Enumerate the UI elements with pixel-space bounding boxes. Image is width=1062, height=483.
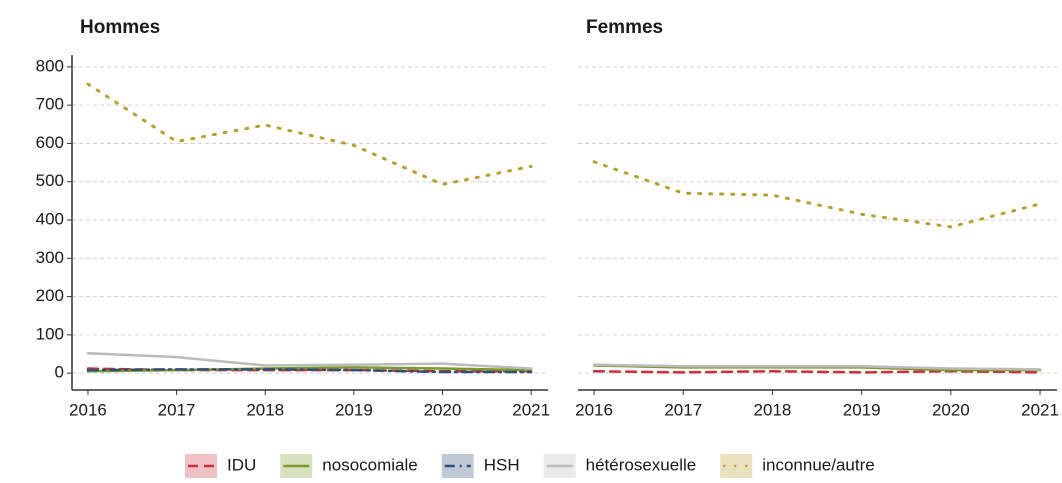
x-tick-label: 2021 [512,400,550,419]
series-line [592,369,1042,374]
x-tick-label: 2018 [754,400,792,419]
panel-title: Femmes [586,17,663,38]
legend-label: HSH [484,455,520,474]
series-line [86,351,533,370]
y-tick-label: 800 [36,56,64,75]
x-tick-label: 2017 [664,400,702,419]
y-tick-label: 400 [36,209,64,228]
x-tick-label: 2020 [932,400,970,419]
y-tick-label: 500 [36,171,64,190]
y-tick-label: 300 [36,248,64,267]
x-tick-label: 2020 [424,400,462,419]
legend-label: inconnue/autre [762,455,874,474]
legend-label: IDU [227,455,256,474]
x-tick-label: 2016 [575,400,613,419]
y-tick-label: 700 [36,95,64,114]
y-tick-label: 600 [36,133,64,152]
legend-label: hétérosexuelle [586,455,697,474]
y-tick-label: 0 [55,363,64,382]
x-tick-label: 2021 [1021,400,1059,419]
x-tick-label: 2016 [69,400,107,419]
x-tick-label: 2019 [843,400,881,419]
legend-label: nosocomiale [322,455,417,474]
legend: IDU nosocomiale HSH hétérosexuelle inconnue/… [185,454,875,478]
x-tick-label: 2019 [335,400,373,419]
x-tick-label: 2018 [246,400,284,419]
y-tick-label: 200 [36,286,64,305]
panel-title: Hommes [80,17,160,38]
x-tick-label: 2017 [158,400,196,419]
series-line [592,363,1042,371]
series-line [86,82,533,186]
series-line [592,160,1042,229]
series-line [86,368,533,374]
y-tick-label: 100 [36,324,64,343]
